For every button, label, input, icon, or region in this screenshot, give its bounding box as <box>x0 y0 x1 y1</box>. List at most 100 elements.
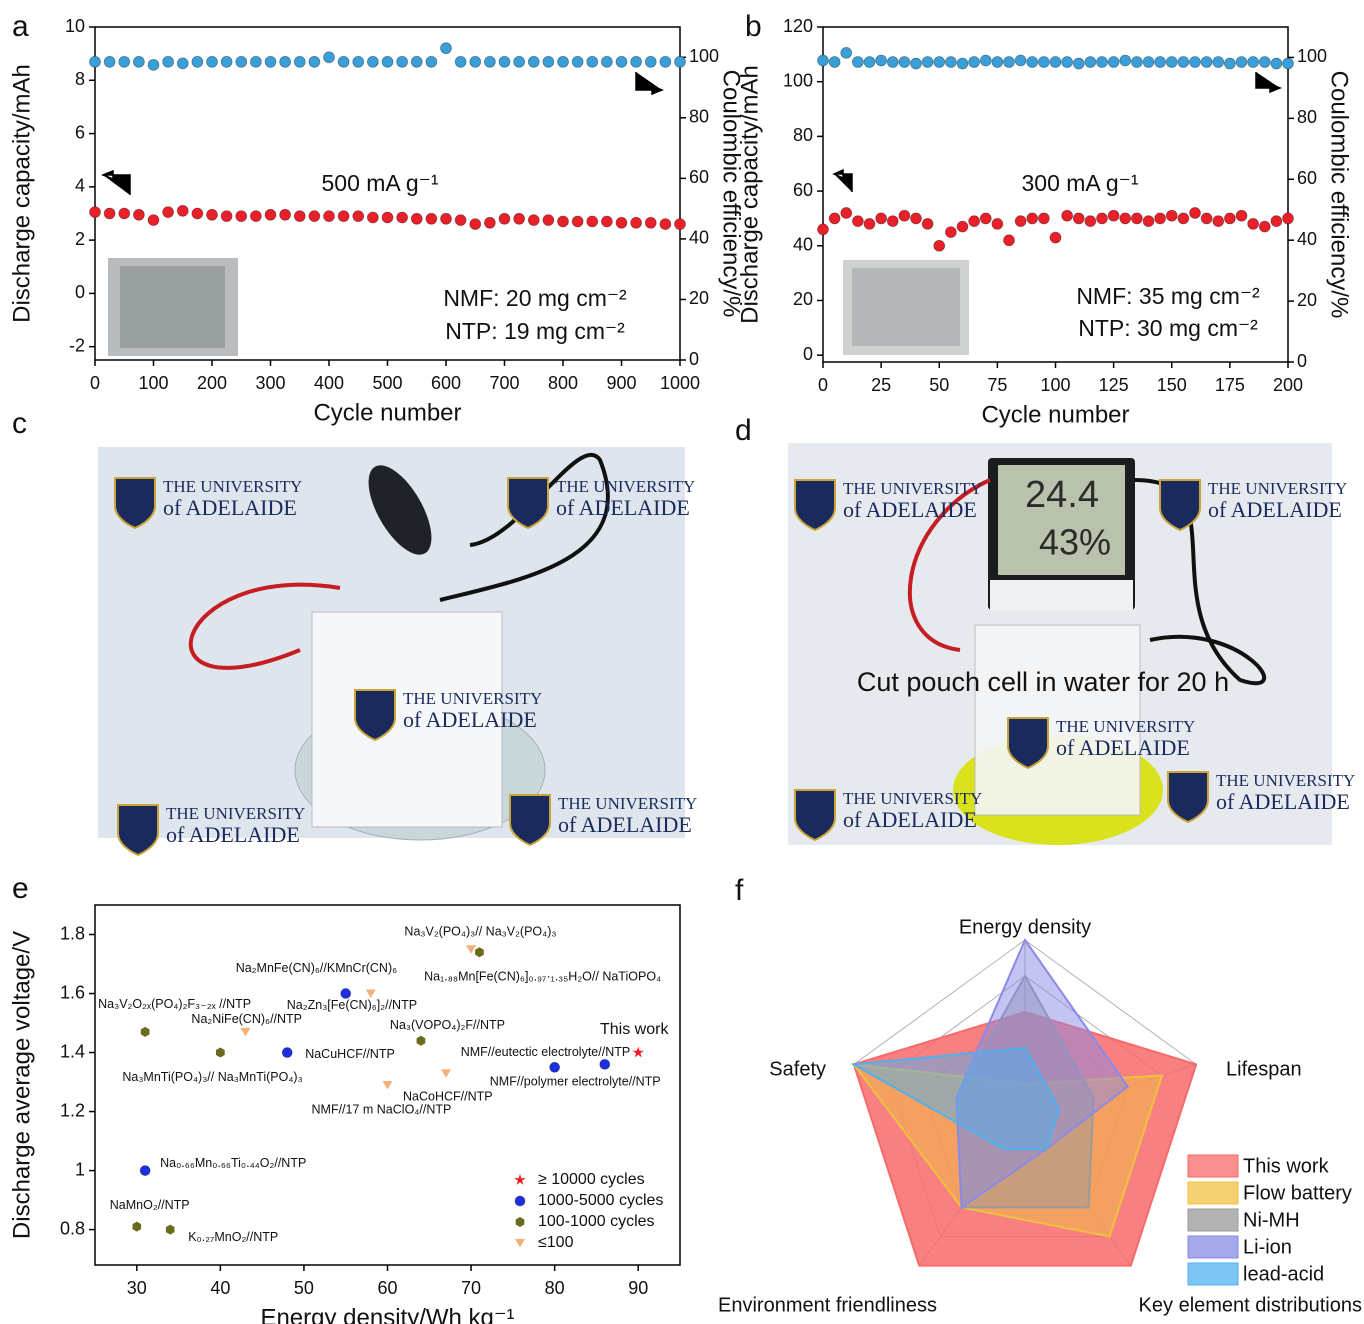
point <box>338 56 349 67</box>
annotation: 500 mA g⁻¹ <box>322 170 439 196</box>
point <box>645 217 656 228</box>
point <box>475 947 484 957</box>
point <box>1073 213 1084 224</box>
point <box>829 57 840 68</box>
point <box>441 213 452 224</box>
point <box>864 218 875 229</box>
y-axis-title: Discharge average voltage/V <box>8 931 35 1239</box>
y-tick-label: 1.2 <box>60 1100 85 1120</box>
point <box>90 207 101 218</box>
logo-text: of ADELAIDE <box>163 495 297 520</box>
point <box>1155 213 1166 224</box>
x-tick-label: 100 <box>1040 375 1070 395</box>
x-tick-label: 125 <box>1099 375 1129 395</box>
y-tick-label: -2 <box>69 335 85 355</box>
point <box>216 1048 225 1058</box>
thermometer-base <box>990 580 1133 610</box>
point <box>1259 221 1270 232</box>
point <box>675 56 686 67</box>
point <box>309 211 320 222</box>
logo-text: of ADELAIDE <box>843 807 977 832</box>
point <box>660 56 671 67</box>
point <box>887 216 898 227</box>
point <box>1004 235 1015 246</box>
axis-label: Lifespan <box>1226 1058 1302 1080</box>
legend-swatch <box>1188 1209 1238 1231</box>
point <box>441 43 452 54</box>
y-tick-label: 4 <box>75 176 85 196</box>
point <box>1166 210 1177 221</box>
point <box>911 58 922 69</box>
point <box>1201 213 1212 224</box>
point <box>140 1166 150 1176</box>
point <box>383 1081 393 1090</box>
legend-label: Li-ion <box>1243 1236 1292 1258</box>
point <box>250 211 261 222</box>
x-tick-label: 70 <box>461 1278 481 1298</box>
point-label: NMF//polymer electrolyte//NTP <box>490 1075 661 1089</box>
y-tick-label: 20 <box>793 289 813 309</box>
point <box>119 208 130 219</box>
figure: a01002003004005006007008009001000-202468… <box>0 0 1364 1324</box>
point <box>470 56 481 67</box>
legend-label: This work <box>1243 1155 1330 1177</box>
y-tick-label: 60 <box>793 180 813 200</box>
point <box>528 215 539 226</box>
y2-tick-label: 0 <box>689 349 699 369</box>
point <box>207 56 218 67</box>
x-tick-label: 0 <box>818 375 828 395</box>
y-tick-label: 100 <box>783 70 813 90</box>
point <box>411 213 422 224</box>
point <box>221 56 232 67</box>
point <box>1073 58 1084 69</box>
annotation: This work <box>600 1021 669 1038</box>
logo-text: THE UNIVERSITY <box>558 794 697 813</box>
point <box>1224 58 1235 69</box>
point <box>1004 57 1015 68</box>
panel-label: a <box>12 10 29 43</box>
legend-marker <box>514 1174 525 1185</box>
point <box>1236 210 1247 221</box>
x-tick-label: 600 <box>431 373 461 393</box>
y-tick-label: 0.8 <box>60 1218 85 1238</box>
point <box>587 56 598 67</box>
logo-text: of ADELAIDE <box>403 707 537 732</box>
point <box>1131 213 1142 224</box>
point <box>280 209 291 220</box>
point-label: Na₃(VOPO₄)₂F//NTP <box>390 1018 505 1032</box>
point <box>980 55 991 66</box>
y2-tick-label: 0 <box>1297 351 1307 371</box>
inset-pouch <box>120 266 225 348</box>
logo-text: of ADELAIDE <box>1056 735 1190 760</box>
y-tick-label: 6 <box>75 122 85 142</box>
point <box>466 945 476 954</box>
logo-text: THE UNIVERSITY <box>843 479 982 498</box>
y-tick-label: 1.8 <box>60 923 85 943</box>
y-tick-label: 2 <box>75 229 85 249</box>
y-tick-label: 120 <box>783 16 813 36</box>
point <box>280 56 291 67</box>
point <box>236 56 247 67</box>
point <box>163 56 174 67</box>
y-tick-label: 80 <box>793 125 813 145</box>
logo-text: of ADELAIDE <box>843 497 977 522</box>
legend-swatch <box>1188 1155 1238 1177</box>
y2-tick-label: 80 <box>689 107 709 127</box>
y2-tick-label: 100 <box>1297 46 1327 66</box>
point <box>1248 218 1259 229</box>
point <box>1271 58 1282 69</box>
point <box>282 1048 292 1058</box>
axis-label: Energy density <box>959 916 1091 938</box>
point <box>616 217 627 228</box>
annotation: NTP: 30 mg cm⁻² <box>1078 315 1258 341</box>
y-tick-label: 10 <box>65 16 85 36</box>
point <box>207 209 218 220</box>
point <box>1271 216 1282 227</box>
annotation: NMF: 20 mg cm⁻² <box>443 285 627 311</box>
point <box>572 56 583 67</box>
point <box>1224 213 1235 224</box>
point <box>514 56 525 67</box>
y2-tick-label: 100 <box>689 46 719 66</box>
point <box>616 56 627 67</box>
point <box>484 56 495 67</box>
